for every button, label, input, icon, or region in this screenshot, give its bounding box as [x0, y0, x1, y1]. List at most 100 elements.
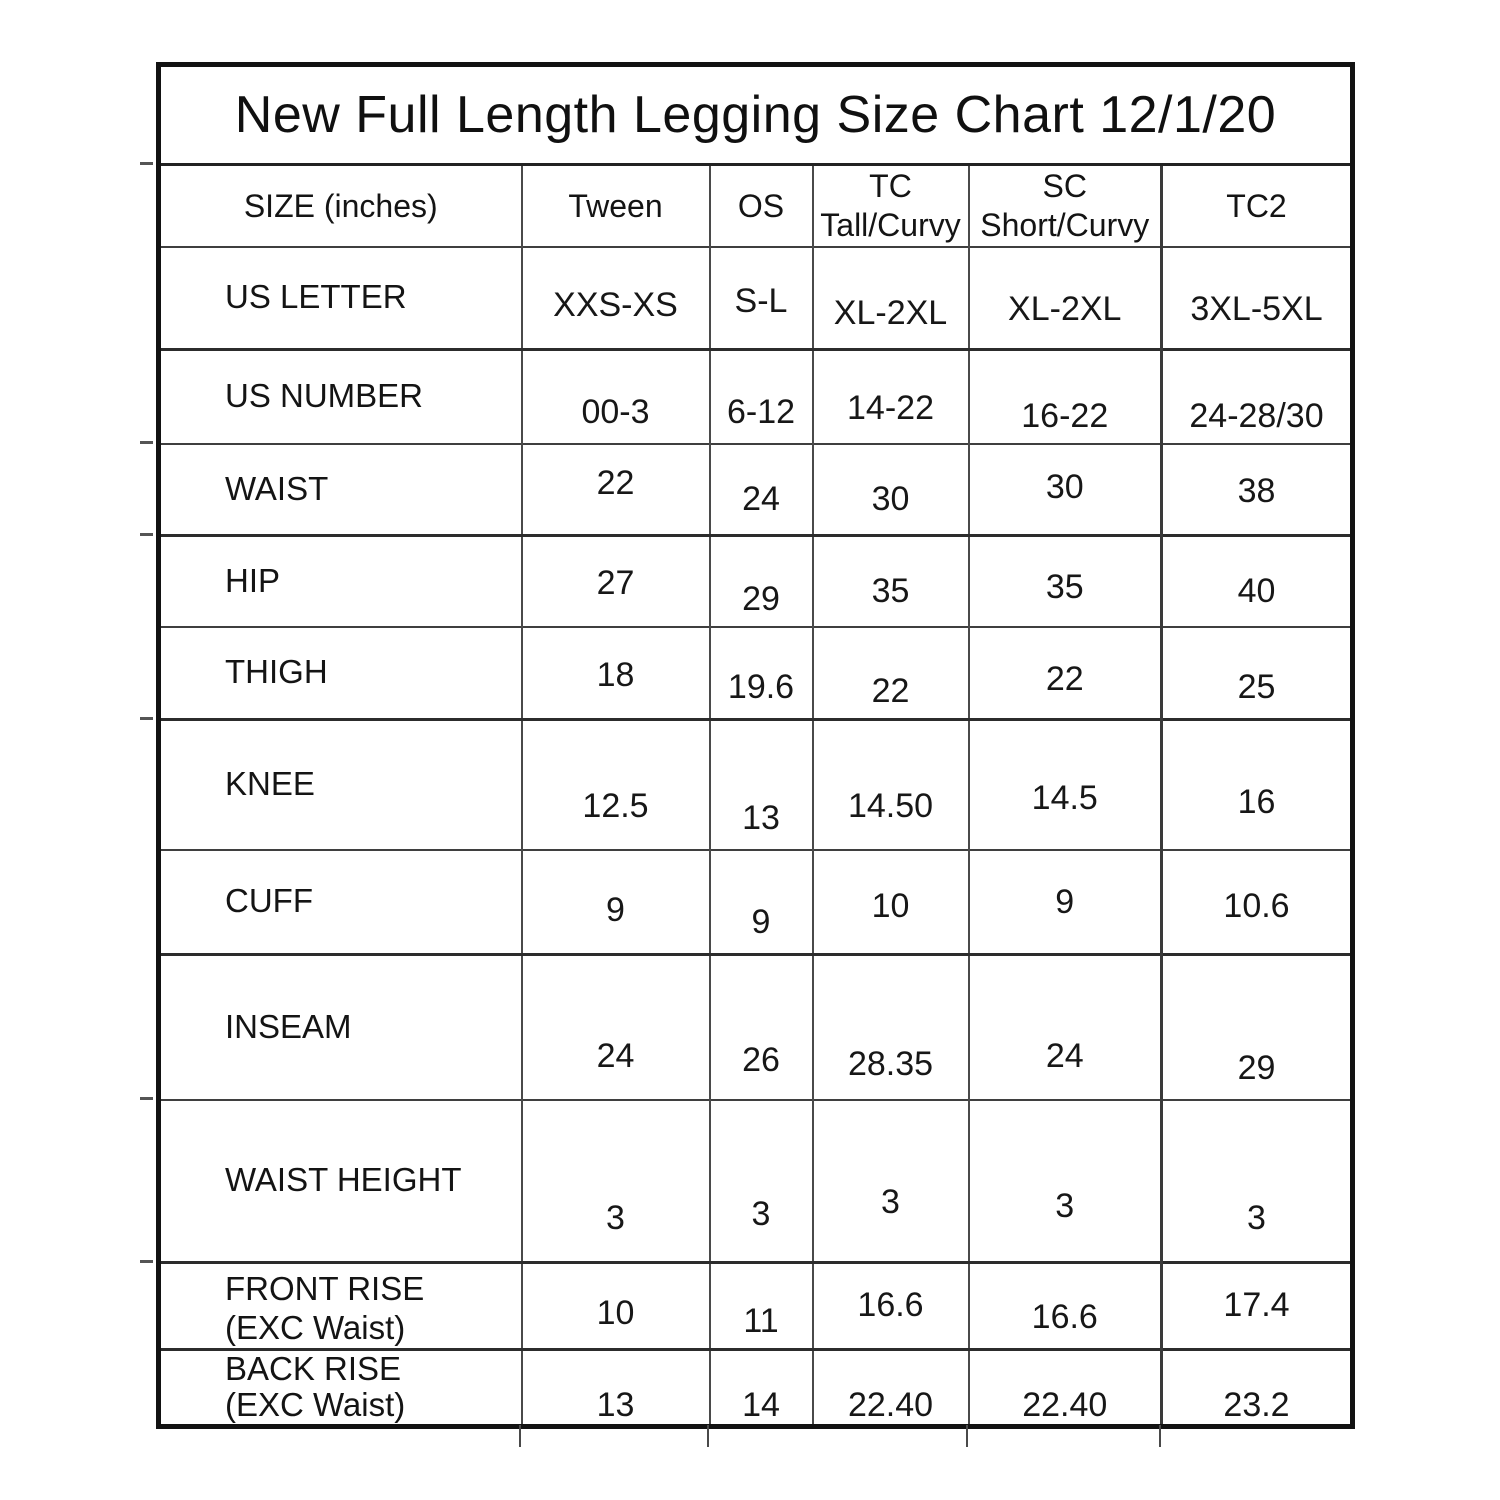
cell-knee-tc: 14.50 — [811, 718, 969, 850]
cell-cuff-tc: 10 — [811, 848, 969, 955]
column-header-label: TC — [869, 168, 912, 205]
cell-waist-height-tc: 3 — [811, 1098, 969, 1263]
cell-us-number-os: 6-12 — [708, 348, 813, 444]
row-label-knee: KNEE — [158, 718, 522, 850]
size-chart-sheet: New Full Length Legging Size Chart 12/1/… — [140, 62, 1355, 1447]
cell-thigh-sc: 22 — [967, 625, 1162, 720]
cell-front-rise-os: 11 — [708, 1261, 813, 1350]
row-label-cuff: CUFF — [158, 848, 522, 955]
cell-waist-os: 24 — [708, 442, 813, 536]
title-row: New Full Length Legging Size Chart 12/1/… — [159, 65, 1353, 165]
cell-back-rise-tween: 13 — [520, 1347, 710, 1427]
column-header-size: SIZE (inches) — [158, 163, 522, 247]
row-label-us-letter: US LETTER — [158, 245, 522, 350]
cell-us-letter-os: S-L — [708, 245, 813, 350]
row-label-hip: HIP — [158, 534, 522, 627]
cell-waist-sc: 30 — [967, 442, 1162, 536]
cell-thigh-tc2: 25 — [1160, 625, 1353, 720]
cell-inseam-tc2: 29 — [1160, 953, 1353, 1100]
scan-tick — [140, 1097, 153, 1100]
cell-knee-tween: 12.5 — [520, 718, 710, 850]
cell-hip-sc: 35 — [967, 534, 1162, 627]
cell-front-rise-tc: 16.6 — [811, 1261, 969, 1350]
cell-back-rise-os: 14 — [708, 1347, 813, 1427]
scan-stub — [1159, 1425, 1161, 1447]
cell-us-number-sc: 16-22 — [967, 348, 1162, 444]
cell-hip-tween: 27 — [520, 534, 710, 627]
column-header-label: SIZE (inches) — [243, 187, 438, 224]
scan-tick — [140, 1260, 153, 1263]
cell-waist-tc: 30 — [811, 442, 969, 536]
row-waist: WAIST 22 24 30 30 38 — [158, 442, 1353, 536]
row-front-rise: FRONT RISE (EXC Waist) 10 11 16.6 16.6 1… — [158, 1261, 1353, 1350]
row-label-thigh: THIGH — [158, 625, 522, 720]
scan-stub — [519, 1425, 521, 1447]
row-back-rise: BACK RISE (EXC Waist) 13 14 22.40 22.40 … — [158, 1347, 1353, 1427]
row-label-waist-height: WAIST HEIGHT — [158, 1098, 522, 1263]
chart-title: New Full Length Legging Size Chart 12/1/… — [234, 86, 1277, 144]
column-header-sublabel: Tall/Curvy — [820, 206, 961, 243]
cell-cuff-tc2: 10.6 — [1160, 848, 1353, 955]
cell-hip-tc: 35 — [811, 534, 969, 627]
cell-hip-os: 29 — [708, 534, 813, 627]
row-inseam: INSEAM 24 26 28.35 24 29 — [158, 953, 1353, 1100]
cell-waist-height-os: 3 — [708, 1098, 813, 1263]
cell-waist-height-tc2: 3 — [1160, 1098, 1353, 1263]
cell-cuff-tween: 9 — [520, 848, 710, 955]
cell-back-rise-sc: 22.40 — [967, 1347, 1162, 1427]
row-label-back-rise: BACK RISE (EXC Waist) — [158, 1347, 522, 1427]
column-header-tc: TC Tall/Curvy — [811, 163, 969, 247]
scan-tick — [140, 162, 153, 165]
cell-waist-height-tween: 3 — [520, 1098, 710, 1263]
size-chart-table: New Full Length Legging Size Chart 12/1/… — [156, 62, 1355, 1429]
row-waist-height: WAIST HEIGHT 3 3 3 3 3 — [158, 1098, 1353, 1263]
row-hip: HIP 27 29 35 35 40 — [158, 534, 1353, 627]
column-header-tc2: TC2 — [1160, 163, 1353, 247]
cell-waist-height-sc: 3 — [967, 1098, 1162, 1263]
row-us-letter: US LETTER XXS-XS S-L XL-2XL XL-2XL 3XL-5… — [158, 245, 1353, 350]
column-header-label: TC2 — [1226, 187, 1287, 224]
cell-cuff-sc: 9 — [967, 848, 1162, 955]
row-thigh: THIGH 18 19.6 22 22 25 — [158, 625, 1353, 720]
cell-us-letter-tc: XL-2XL — [811, 245, 969, 350]
row-label-inseam: INSEAM — [158, 953, 522, 1100]
column-header-label: SC — [1042, 168, 1087, 205]
row-cuff: CUFF 9 9 10 9 10.6 — [158, 848, 1353, 955]
cell-waist-tween: 22 — [520, 442, 710, 536]
cell-us-letter-sc: XL-2XL — [967, 245, 1162, 350]
column-header-tween: Tween — [520, 163, 710, 247]
cell-cuff-os: 9 — [708, 848, 813, 955]
cell-us-letter-tc2: 3XL-5XL — [1160, 245, 1353, 350]
column-header-label: OS — [737, 187, 785, 224]
cell-front-rise-sc: 16.6 — [967, 1261, 1162, 1350]
cell-back-rise-tc: 22.40 — [811, 1347, 969, 1427]
row-label-us-number: US NUMBER — [158, 348, 522, 444]
cell-us-letter-tween: XXS-XS — [520, 245, 710, 350]
cell-front-rise-tween: 10 — [520, 1261, 710, 1350]
cell-back-rise-tc2: 23.2 — [1160, 1347, 1353, 1427]
scan-tick — [140, 533, 153, 536]
cell-knee-sc: 14.5 — [967, 718, 1162, 850]
scan-stub — [707, 1425, 709, 1447]
column-header-sublabel: Short/Curvy — [980, 206, 1150, 243]
cell-knee-os: 13 — [708, 718, 813, 850]
cell-hip-tc2: 40 — [1160, 534, 1353, 627]
cell-thigh-tween: 18 — [520, 625, 710, 720]
column-header-sc: SC Short/Curvy — [967, 163, 1162, 247]
cell-front-rise-tc2: 17.4 — [1160, 1261, 1353, 1350]
cell-thigh-os: 19.6 — [708, 625, 813, 720]
cell-inseam-sc: 24 — [967, 953, 1162, 1100]
cell-waist-tc2: 38 — [1160, 442, 1353, 536]
row-label-front-rise: FRONT RISE (EXC Waist) — [158, 1261, 522, 1350]
scan-tick — [140, 717, 153, 720]
scan-stub — [966, 1425, 968, 1447]
column-header-label: Tween — [568, 187, 663, 224]
column-header-os: OS — [708, 163, 813, 247]
row-label-waist: WAIST — [158, 442, 522, 536]
cell-us-number-tween: 00-3 — [520, 348, 710, 444]
cell-thigh-tc: 22 — [811, 625, 969, 720]
header-row: SIZE (inches) Tween OS TC Tall/Curvy SC — [158, 163, 1353, 247]
cell-knee-tc2: 16 — [1160, 718, 1353, 850]
cell-us-number-tc2: 24-28/30 — [1160, 348, 1353, 444]
